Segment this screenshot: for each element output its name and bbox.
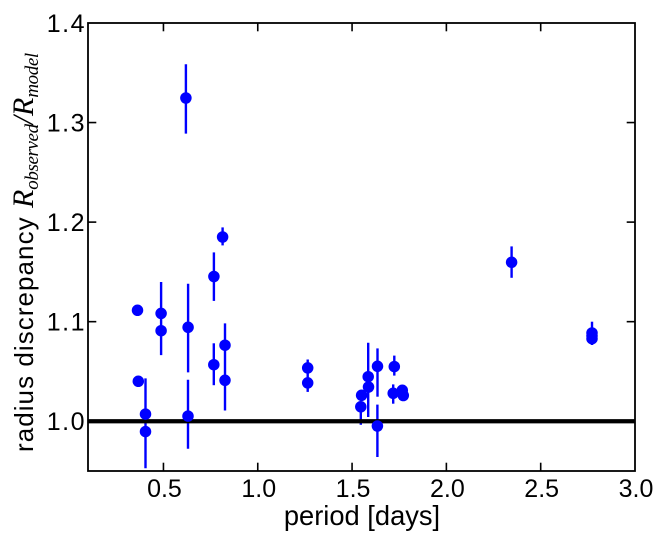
svg-text:1.4: 1.4: [47, 10, 86, 38]
svg-text:period [days]: period [days]: [284, 500, 440, 531]
svg-text:1.1: 1.1: [47, 309, 86, 337]
svg-text:1.5: 1.5: [336, 475, 371, 503]
svg-text:1.3: 1.3: [47, 110, 86, 138]
svg-text:1.0: 1.0: [241, 475, 276, 503]
svg-text:1.0: 1.0: [47, 408, 86, 436]
svg-text:0.5: 0.5: [147, 475, 182, 503]
svg-text:1.2: 1.2: [47, 209, 86, 237]
svg-text:2.5: 2.5: [524, 475, 559, 503]
svg-text:3.0: 3.0: [619, 475, 654, 503]
svg-text:2.0: 2.0: [430, 475, 465, 503]
svg-text:radius discrepancy Robserved/R: radius discrepancy Robserved/Rmodel: [7, 53, 43, 452]
